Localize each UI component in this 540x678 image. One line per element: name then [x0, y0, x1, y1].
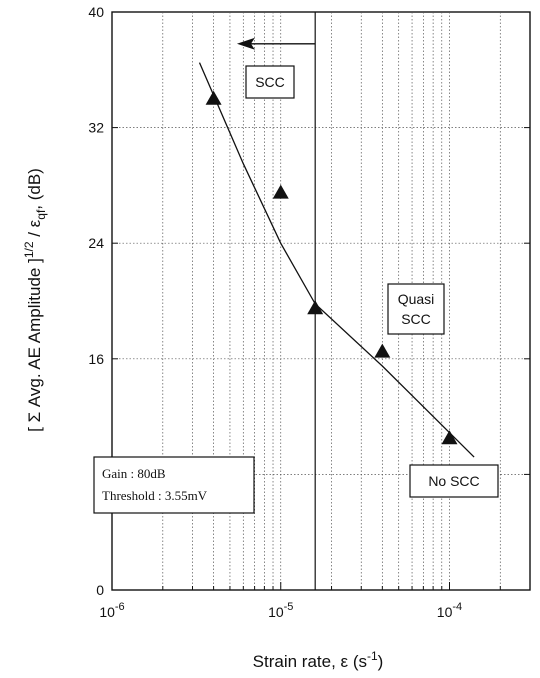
y-tick-label: 0 [96, 582, 104, 598]
trend-line [198, 62, 475, 458]
data-points [205, 90, 458, 445]
plot-frame [111, 11, 531, 591]
y-tick-label: 24 [88, 235, 104, 251]
annotation-scc: SCC [245, 65, 295, 99]
annotation-no-scc-text: No SCC [428, 473, 479, 489]
annotation-quasi-line1: Quasi [398, 291, 435, 307]
data-point [205, 90, 222, 105]
annotation-settings: Gain : 80dB Threshold : 3.55mV [93, 456, 255, 514]
y-tick-label: 32 [88, 120, 104, 136]
data-point [307, 300, 324, 315]
x-tick-label: 10-6 [99, 601, 124, 620]
data-point [374, 343, 391, 358]
scc-arrow-head [236, 37, 255, 50]
x-tick-label: 10-4 [437, 601, 462, 620]
annotation-quasi-line2: SCC [401, 311, 431, 327]
data-point [441, 430, 458, 445]
tick-labels: 081624324010-610-510-4 [88, 4, 462, 620]
annotation-threshold: Threshold : 3.55mV [102, 488, 208, 503]
y-tick-label: 16 [88, 351, 104, 367]
annotation-gain: Gain : 80dB [102, 466, 166, 481]
annotation-no-scc: No SCC [409, 464, 499, 498]
y-tick-label: 40 [88, 4, 104, 20]
annotation-quasi-scc: Quasi SCC [387, 283, 445, 335]
annotation-scc-text: SCC [255, 74, 285, 90]
x-axis-label: Strain rate, ε (s-1) [253, 649, 384, 671]
data-point [272, 184, 289, 199]
y-axis-label: [ Σ Avg. AE Amplitude ]1/2 / εqf, (dB) [22, 168, 48, 432]
x-tick-label: 10-5 [268, 601, 293, 620]
